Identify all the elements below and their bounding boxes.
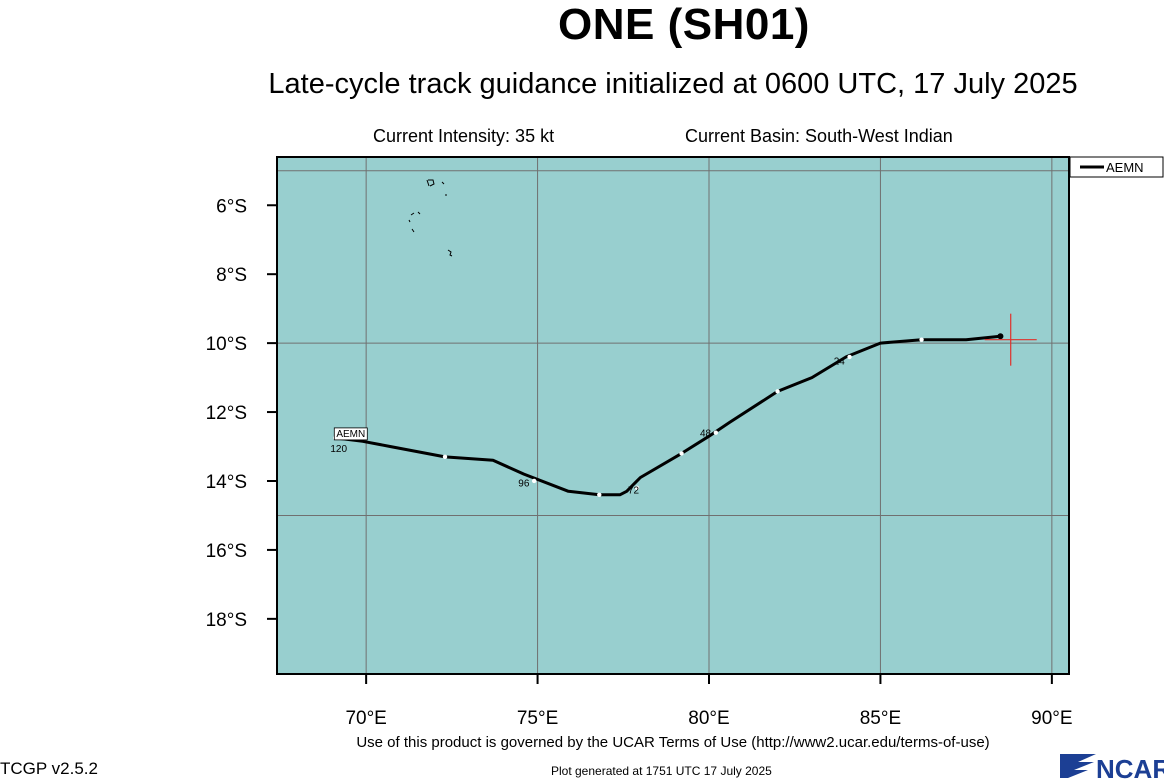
forecast-hour-label: 120: [330, 444, 347, 455]
x-tick-label: 75°E: [517, 708, 558, 729]
forecast-hour-label: 72: [628, 486, 640, 497]
track-marker: [679, 451, 684, 456]
chart-title: ONE (SH01): [558, 0, 810, 49]
chart-subtitle: Late-cycle track guidance initialized at…: [268, 68, 1078, 100]
track-line-aemn: [335, 334, 1001, 497]
y-tick-label: 16°S: [206, 541, 247, 562]
y-tick-label: 12°S: [206, 403, 247, 424]
current-intensity-label: Current Intensity: 35 kt: [373, 126, 555, 146]
island-outline: [426, 179, 447, 196]
y-tick-label: 18°S: [206, 610, 247, 631]
track-end-label-box: [333, 427, 368, 441]
track-marker: [597, 492, 602, 497]
y-tick-label: 14°S: [206, 472, 247, 493]
current-basin-label: Current Basin: South-West Indian: [685, 126, 953, 146]
x-tick-label: 70°E: [345, 708, 386, 729]
island-outline: [408, 211, 421, 233]
terms-of-use-text: Use of this product is governed by the U…: [356, 734, 990, 751]
y-tick-label: 8°S: [216, 265, 247, 286]
track-marker: [634, 485, 640, 491]
legend-label-aemn: AEMN: [1106, 160, 1144, 175]
track-marker: [531, 478, 537, 484]
forecast-hour-label: 48: [700, 429, 712, 440]
track-marker: [775, 389, 780, 394]
generated-timestamp: Plot generated at 1751 UTC 17 July 2025: [551, 764, 772, 778]
track-end-label: AEMN: [336, 429, 365, 440]
axes: 70°E 75°E 80°E 85°E 90°E 6°S 8°S 10°S 12°S 14°S 16…: [206, 196, 1073, 729]
track-marker: [847, 354, 852, 360]
legend: AEMN: [1069, 156, 1164, 178]
ncar-logo: NCAR: [1060, 754, 1164, 780]
version-label: TCGP v2.5.2: [0, 759, 98, 778]
legend-box: [1069, 156, 1164, 178]
plot-frame: [276, 156, 1070, 675]
island-outline: [447, 249, 453, 257]
track-marker: [713, 430, 719, 435]
y-tick-label: 6°S: [216, 196, 247, 217]
x-tick-label: 80°E: [688, 708, 729, 729]
y-tick-label: 10°S: [206, 334, 247, 355]
track-marker: [442, 454, 448, 460]
track-layer: 24 48 72 96 120 AEMN: [330, 313, 1037, 497]
forecast-hour-label: 96: [518, 479, 530, 490]
track-start-point: [997, 333, 1004, 340]
island-outlines: [408, 179, 453, 257]
forecast-hour-label: 24: [834, 356, 846, 367]
x-tick-label: 85°E: [860, 708, 901, 729]
ncar-logo-mark: [1060, 754, 1096, 778]
ncar-logo-text: NCAR: [1096, 754, 1164, 780]
track-marker: [919, 337, 924, 342]
plot-area: [277, 157, 1069, 674]
grid-lines: [277, 157, 1069, 674]
x-tick-label: 90°E: [1031, 708, 1072, 729]
